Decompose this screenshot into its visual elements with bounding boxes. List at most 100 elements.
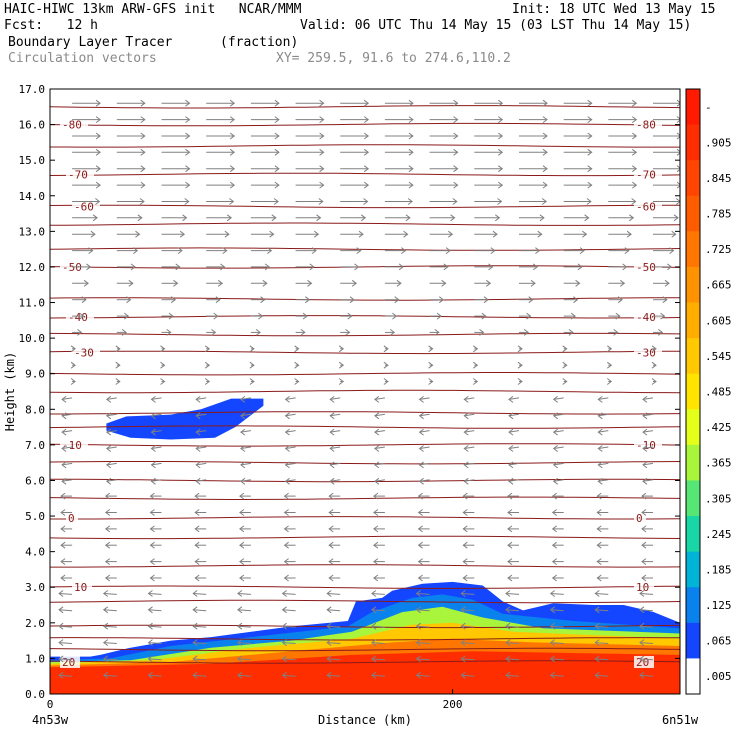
contour-label: -60 — [636, 200, 656, 213]
circulation-vector — [195, 445, 207, 452]
circulation-vector — [102, 590, 117, 597]
circulation-vector — [428, 361, 434, 369]
circulation-vector — [239, 492, 251, 500]
contour-label-background — [634, 118, 662, 131]
x-tick-label: 0 — [47, 698, 54, 711]
circulation-vector — [239, 574, 251, 582]
circulation-vector — [240, 428, 251, 436]
temperature-contour — [50, 122, 680, 127]
circulation-vector — [463, 396, 475, 403]
y-tick-label: 6.0 — [25, 474, 45, 487]
circulation-vector — [102, 622, 117, 630]
circulation-vector — [72, 148, 101, 156]
circulation-vector — [206, 247, 228, 254]
circulation-vector — [474, 263, 494, 271]
circulation-vector — [594, 655, 609, 663]
circulation-vector — [161, 132, 191, 140]
circulation-vector — [562, 345, 568, 353]
circulation-vector — [116, 148, 146, 156]
circulation-vector — [58, 622, 73, 630]
circulation-vector — [460, 590, 475, 597]
circulation-vector — [608, 148, 638, 156]
circulation-vector — [384, 99, 414, 107]
circulation-vector — [519, 263, 539, 271]
circulation-vector — [283, 509, 296, 516]
circulation-vector — [61, 396, 73, 403]
valid-time: Valid: 06 UTC Thu 14 May 15 (03 LST Thu … — [300, 18, 692, 33]
circulation-vector — [505, 622, 520, 630]
temperature-contour — [50, 372, 680, 376]
circulation-vector — [417, 525, 430, 533]
circulation-vector — [373, 492, 385, 500]
y-tick-label: 1.0 — [25, 652, 45, 665]
circulation-vector — [374, 445, 385, 452]
circulation-vector — [551, 574, 564, 582]
temperature-contour — [50, 265, 680, 269]
contour-label: -70 — [636, 168, 656, 181]
colorbar-swatch — [686, 551, 700, 588]
circulation-vector — [340, 198, 369, 205]
circulation-vector — [519, 99, 548, 107]
circulation-vector — [239, 525, 251, 533]
circulation-vector — [463, 412, 475, 420]
circulation-vector — [429, 230, 454, 238]
circulation-vector — [61, 445, 73, 452]
circulation-vector — [150, 412, 162, 420]
circulation-vector — [519, 312, 532, 320]
circulation-vector — [72, 132, 101, 140]
circulation-vector — [195, 477, 207, 485]
circulation-vector — [328, 525, 341, 533]
circulation-vector — [326, 671, 341, 679]
circulation-vector — [338, 378, 345, 385]
circulation-vector — [429, 279, 447, 287]
circulation-vector — [58, 639, 73, 646]
colorbar-swatch — [686, 89, 700, 126]
colorbar-swatch — [686, 480, 700, 517]
circulation-vector — [460, 639, 475, 646]
circulation-vector — [371, 622, 385, 630]
circulation-vector — [415, 622, 430, 630]
circulation-vector — [639, 671, 654, 679]
circulation-vector — [340, 312, 353, 320]
y-tick-label: 14.0 — [19, 190, 46, 203]
circulation-vector — [519, 198, 548, 205]
axis-layer: 0.0 1.0 2.0 3.0 4.0 5.0 6.0 7.0 8.0 9.0 10.0 11.0 12… — [3, 83, 699, 727]
circulation-vector — [192, 622, 207, 630]
circulation-vector — [651, 378, 657, 385]
circulation-vector — [250, 230, 275, 238]
circulation-vector — [116, 329, 127, 336]
circulation-vector — [329, 445, 341, 452]
circulation-vector — [474, 230, 498, 238]
colorbar-swatch — [686, 409, 700, 446]
circulation-vector — [608, 279, 626, 287]
circulation-vector — [192, 606, 207, 614]
circulation-vector — [474, 214, 501, 222]
circulation-vector — [551, 541, 564, 549]
temperature-contour — [50, 624, 680, 629]
circulation-vector — [237, 590, 251, 597]
circulation-vector — [116, 181, 146, 189]
circulation-vector — [418, 445, 430, 452]
circulation-vector — [563, 214, 590, 222]
circulation-vector — [194, 558, 207, 565]
temperature-contour — [50, 599, 680, 604]
circulation-vector — [61, 477, 73, 485]
circulation-vector — [161, 230, 186, 238]
colorbar-label: .485 — [705, 386, 732, 399]
circulation-vector — [462, 509, 475, 516]
circulation-vector — [384, 312, 398, 320]
circulation-vector — [338, 361, 345, 369]
circulation-vector — [206, 181, 236, 189]
circulation-vector — [340, 181, 370, 189]
circulation-vector — [194, 492, 207, 500]
x-tick-label: 200 — [443, 698, 463, 711]
circulation-vector — [295, 148, 325, 156]
circulation-vector — [149, 558, 162, 565]
circulation-vector — [295, 312, 308, 320]
contour-label: -40 — [68, 311, 88, 324]
circulation-vector — [551, 492, 564, 500]
circulation-vector — [596, 525, 609, 533]
circulation-vector — [653, 312, 666, 320]
circulation-vector — [608, 247, 630, 254]
circulation-vector — [250, 181, 280, 189]
